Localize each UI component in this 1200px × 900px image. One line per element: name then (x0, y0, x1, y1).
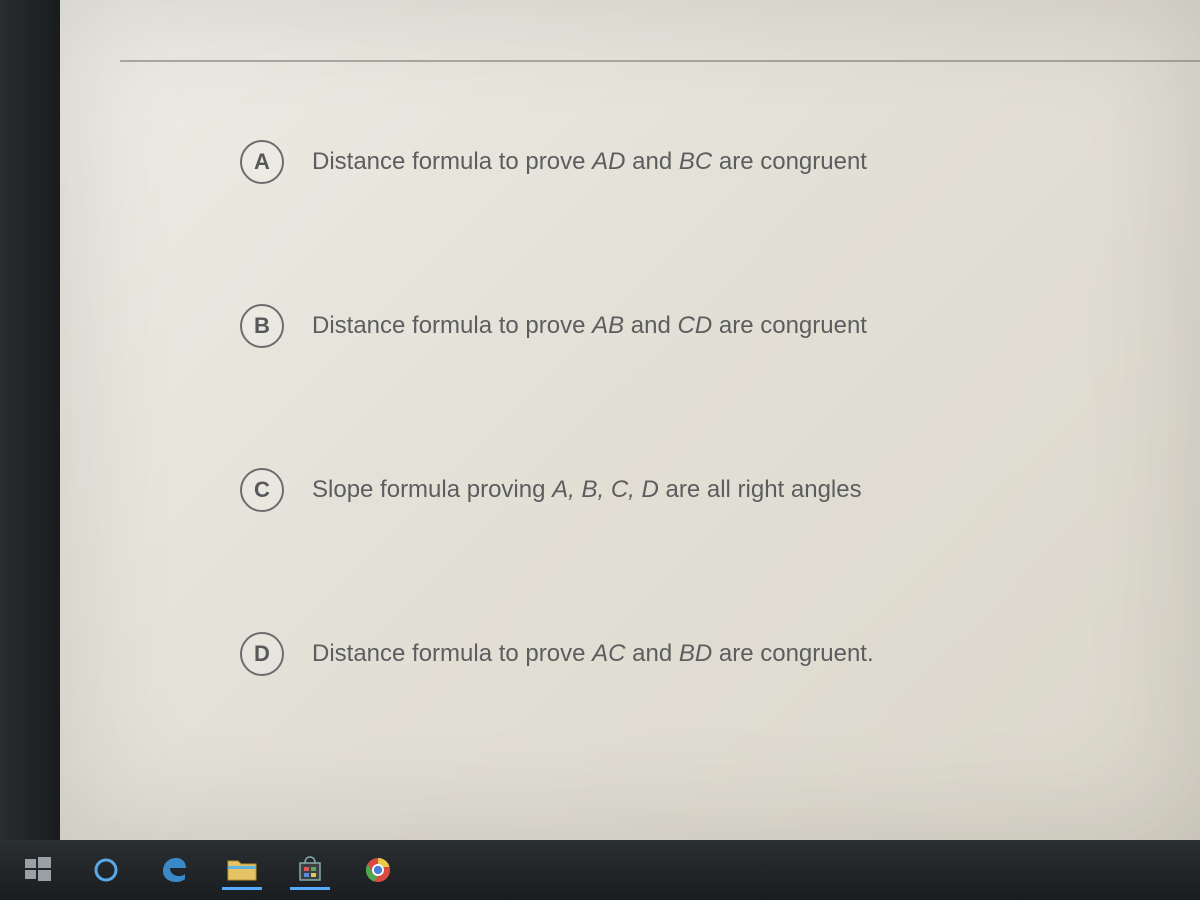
chrome-circle-icon (364, 856, 392, 884)
option-d-letter: D (240, 632, 284, 676)
cortana-icon[interactable] (86, 850, 126, 890)
option-c-text: Slope formula proving A, B, C, D are all… (312, 476, 862, 504)
quiz-panel: A Distance formula to prove AD and BC ar… (60, 0, 1200, 840)
shopping-bag-icon (296, 855, 324, 883)
option-c[interactable]: C Slope formula proving A, B, C, D are a… (240, 468, 1120, 512)
option-c-letter: C (240, 468, 284, 512)
option-d-text: Distance formula to prove AC and BD are … (312, 640, 874, 668)
option-b-text: Distance formula to prove AB and CD are … (312, 312, 867, 340)
option-a-text: Distance formula to prove AD and BC are … (312, 148, 867, 176)
taskbar (0, 840, 1200, 900)
option-b-letter: B (240, 304, 284, 348)
option-a-letter: A (240, 140, 284, 184)
store-icon[interactable] (290, 850, 330, 890)
cortana-ring-icon (92, 856, 120, 884)
divider-line (120, 60, 1200, 62)
option-b[interactable]: B Distance formula to prove AB and CD ar… (240, 304, 1120, 348)
folder-icon (227, 856, 257, 882)
start-button[interactable] (18, 850, 58, 890)
option-a[interactable]: A Distance formula to prove AD and BC ar… (240, 140, 1120, 184)
edge-icon[interactable] (154, 850, 194, 890)
answer-options: A Distance formula to prove AD and BC ar… (240, 140, 1120, 676)
file-explorer-icon[interactable] (222, 850, 262, 890)
option-d[interactable]: D Distance formula to prove AC and BD ar… (240, 632, 1120, 676)
chrome-icon[interactable] (358, 850, 398, 890)
edge-e-icon (159, 855, 189, 885)
monitor-bezel (0, 0, 60, 900)
windows-icon (25, 857, 51, 883)
